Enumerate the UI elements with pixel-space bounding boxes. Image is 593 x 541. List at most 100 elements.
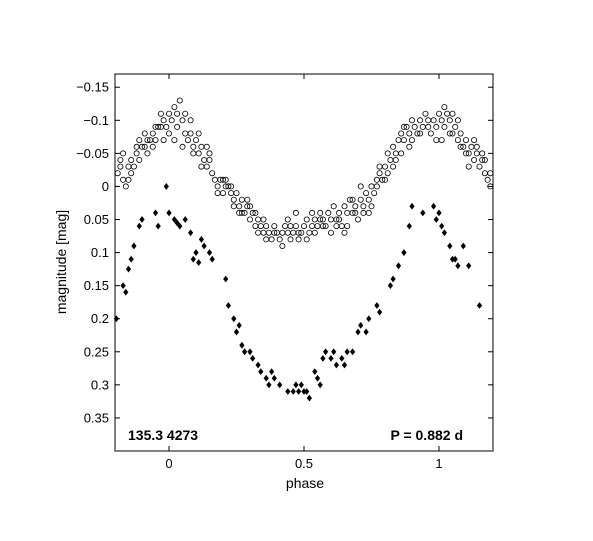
filled-diamond-point (163, 183, 169, 190)
open-circle-point (441, 123, 448, 130)
filled-diamond-point (350, 348, 356, 356)
open-circle-point (433, 123, 440, 130)
filled-diamond-point (298, 381, 304, 389)
open-circle-point (211, 176, 218, 183)
open-circle-point (117, 163, 124, 170)
filled-diamond-point (201, 242, 207, 250)
filled-diamond-point (323, 348, 329, 356)
open-circle-point (379, 176, 386, 183)
filled-diamond-point (433, 216, 439, 223)
open-circle-point (298, 229, 305, 236)
open-circle-point (452, 123, 459, 130)
open-circle-point (171, 137, 178, 144)
open-circle-point (462, 150, 469, 157)
open-circle-point (454, 137, 461, 144)
open-circle-point (244, 196, 251, 203)
open-circle-point (182, 110, 189, 117)
open-circle-point (395, 137, 402, 144)
filled-diamond-point (420, 209, 426, 217)
open-circle-point (376, 170, 383, 177)
open-circle-point (144, 150, 151, 157)
open-circle-point (187, 130, 194, 137)
filled-diamond-point (125, 265, 132, 273)
open-circle-point (136, 156, 143, 163)
open-circle-point (352, 203, 359, 210)
open-circle-point (263, 236, 270, 243)
open-circle-point (219, 190, 226, 197)
filled-diamond-point (301, 388, 307, 395)
filled-diamond-point (355, 328, 361, 336)
open-circle-point (174, 110, 181, 117)
filled-diamond-point (344, 348, 350, 356)
open-circle-point (255, 216, 262, 223)
open-circle-point (427, 130, 434, 137)
open-circle-point (225, 183, 232, 190)
open-circle-point (309, 223, 316, 230)
x-axis-title: phase (286, 475, 324, 491)
y-tick-label: 0.05 (84, 212, 109, 227)
open-circle-point (203, 143, 210, 150)
open-circle-point (446, 130, 453, 137)
filled-diamond-point (120, 282, 126, 290)
open-circle-point (479, 150, 486, 157)
open-circle-point (390, 163, 397, 170)
open-circle-point (149, 143, 156, 150)
open-circle-point (255, 229, 262, 236)
open-circle-point (441, 104, 448, 111)
open-circle-point (446, 117, 453, 124)
filled-diamond-point (190, 255, 196, 263)
open-circle-point (284, 229, 291, 236)
open-circle-point (122, 183, 129, 190)
filled-diamond-point (139, 216, 145, 223)
open-circle-point (309, 209, 316, 216)
filled-diamond-point (209, 255, 215, 263)
open-circle-point (157, 110, 164, 117)
open-circle-point (190, 143, 197, 150)
open-circle-point (444, 110, 451, 117)
open-circle-point (303, 236, 310, 243)
filled-diamond-point (236, 321, 242, 329)
open-circle-point (346, 196, 353, 203)
open-circle-point (125, 176, 132, 183)
filled-diamond-point (439, 222, 445, 230)
open-circle-point (136, 137, 143, 144)
open-circle-point (195, 130, 202, 137)
open-circle-point (260, 229, 267, 236)
open-circle-point (179, 143, 186, 150)
open-circle-point (336, 209, 343, 216)
open-circle-point (371, 190, 378, 197)
open-circle-point (449, 130, 456, 137)
open-circle-point (236, 203, 243, 210)
plot-frame (114, 73, 494, 452)
open-circle-point (373, 176, 380, 183)
filled-diamond-point (314, 374, 321, 382)
open-circle-point (392, 156, 399, 163)
open-circle-point (484, 176, 491, 183)
y-tick-label: 0.1 (91, 245, 109, 260)
open-circle-point (344, 223, 351, 230)
filled-diamond-point (455, 262, 461, 270)
open-circle-point (163, 123, 170, 130)
open-circle-point (179, 117, 186, 124)
open-circle-point (214, 183, 221, 190)
open-circle-point (120, 176, 127, 183)
filled-diamond-point (171, 216, 177, 223)
open-circle-point (271, 229, 278, 236)
open-circle-point (357, 196, 364, 203)
filled-diamond-point (476, 302, 483, 309)
open-circle-point (476, 163, 483, 170)
open-circle-point (279, 242, 286, 249)
open-circle-point (462, 137, 469, 144)
open-circle-point (417, 130, 424, 137)
filled-diamond-point (225, 302, 231, 309)
open-circle-point (417, 117, 424, 124)
open-circle-point (238, 209, 245, 216)
filled-diamond-point (177, 222, 183, 230)
open-circle-point (390, 143, 397, 150)
open-circle-point (279, 229, 286, 236)
filled-diamond-point (339, 355, 345, 362)
open-circle-point (479, 156, 486, 163)
open-circle-point (368, 183, 375, 190)
open-circle-point (330, 203, 337, 210)
